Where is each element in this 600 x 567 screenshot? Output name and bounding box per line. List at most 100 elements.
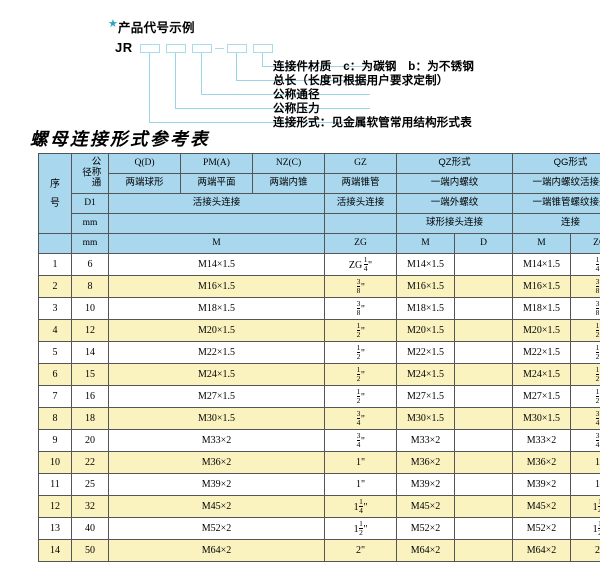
- cell-seq: 2: [38, 275, 72, 298]
- cell-gz-zg: 3 4 ": [324, 407, 397, 430]
- cell-qz-m: M16×1.5: [396, 275, 455, 298]
- cell-seq: 11: [38, 473, 72, 496]
- leader-line-pressure-h: [175, 108, 370, 110]
- header-endtype-qz: 一端内螺纹: [395, 173, 514, 194]
- cell-qg-zg: 114": [570, 495, 600, 518]
- header-group-qg: QG形式: [512, 153, 600, 174]
- cell-qz-m: M45×2: [396, 495, 455, 518]
- cell-qg-zg: 12": [570, 319, 600, 342]
- diagram-heading: 产品代号示例: [118, 21, 195, 35]
- cell-qz-d: [453, 407, 514, 430]
- cell-qg-m: M64×2: [512, 539, 572, 562]
- cell-qg-zg: 38": [570, 275, 600, 298]
- cell-qz-d: [453, 495, 514, 518]
- leader-line-conntype-h: [149, 122, 370, 124]
- cell-gz-zg: 1 2 ": [324, 385, 397, 408]
- cell-gz-zg: 3 8 ": [324, 275, 397, 298]
- cell-qg-m: M45×2: [512, 495, 572, 518]
- header-endtype-nzc: 两端内锥: [252, 173, 325, 194]
- cell-thread-m: M16×1.5: [108, 275, 325, 298]
- page-title: 螺母连接形式参考表: [30, 129, 210, 149]
- header-row-connection2: mm 球形接头连接 连接: [39, 213, 600, 234]
- cell-qz-m: M20×1.5: [396, 319, 455, 342]
- cell-thread-m: M24×1.5: [108, 363, 325, 386]
- diagram-label-bore: 公称通径: [273, 89, 320, 101]
- cell-gz-zg: 1": [324, 451, 397, 474]
- cell-thread-m: M45×2: [108, 495, 325, 518]
- cell-gz-zg: 1 1 4 ": [324, 495, 397, 518]
- cell-qz-m: M30×1.5: [396, 407, 455, 430]
- cell-qg-zg: 1": [570, 451, 600, 474]
- header-group-qz: QZ形式: [395, 153, 514, 174]
- cell-gz-zg: 3 4 ": [324, 429, 397, 452]
- cell-bore: 15: [71, 363, 109, 386]
- header-conn2-gz: [324, 213, 397, 234]
- cell-bore: 22: [71, 451, 109, 474]
- diagram-label-conntype: 连接形式：见金属软管常用结构形式表: [273, 117, 472, 129]
- header-unit-gz-zg: ZG: [324, 233, 397, 254]
- cell-seq: 8: [38, 407, 72, 430]
- header-conn2-qz: 球形接头连接: [395, 213, 514, 234]
- header-seq: 序 号: [38, 153, 72, 234]
- cell-seq: 6: [38, 363, 72, 386]
- cell-seq: 14: [38, 539, 72, 562]
- header-unit-qg-m: M: [512, 233, 572, 254]
- cell-qz-d: [453, 341, 514, 364]
- leader-line-material-v: [262, 53, 264, 67]
- header-conn2-qdpmnz: [108, 213, 325, 234]
- cell-qg-zg: 12": [570, 385, 600, 408]
- cell-qg-m: M52×2: [512, 517, 572, 540]
- cell-seq: 13: [38, 517, 72, 540]
- cell-thread-m: M22×1.5: [108, 341, 325, 364]
- diagram-label-material: 连接件材质 c：为碳钢 b：为不锈钢: [273, 61, 475, 73]
- cell-bore: 50: [71, 539, 109, 562]
- cell-qg-zg: 34": [570, 407, 600, 430]
- cell-qg-m: M27×1.5: [512, 385, 572, 408]
- header-unit-qg-zg: ZG: [570, 233, 600, 254]
- cell-qg-m: M22×1.5: [512, 341, 572, 364]
- code-dash: [215, 48, 224, 50]
- cell-qg-zg: 34": [570, 429, 600, 452]
- cell-qz-d: [453, 539, 514, 562]
- cell-seq: 12: [38, 495, 72, 518]
- cell-qz-m: M14×1.5: [396, 253, 455, 276]
- cell-gz-zg: 1 2 ": [324, 341, 397, 364]
- cell-qz-d: [453, 253, 514, 276]
- cell-seq: 7: [38, 385, 72, 408]
- header-endtype-pma: 两端平面: [180, 173, 253, 194]
- cell-thread-m: M27×1.5: [108, 385, 325, 408]
- cell-bore: 40: [71, 517, 109, 540]
- cell-qz-d: [453, 517, 514, 540]
- code-box-2: [166, 44, 186, 53]
- cell-seq: 5: [38, 341, 72, 364]
- cell-seq: 4: [38, 319, 72, 342]
- cell-qg-m: M30×1.5: [512, 407, 572, 430]
- header-unit-seq-blank: [38, 233, 72, 254]
- cell-bore: 14: [71, 341, 109, 364]
- cell-thread-m: M33×2: [108, 429, 325, 452]
- header-bore-label: 公称通径: [80, 156, 101, 188]
- header-seq-line1: 序: [50, 178, 60, 190]
- cell-bore: 8: [71, 275, 109, 298]
- cell-qz-m: M18×1.5: [396, 297, 455, 320]
- cell-qz-d: [453, 429, 514, 452]
- header-conn-qdpmnz: 活接头连接: [108, 193, 325, 214]
- cell-thread-m: M36×2: [108, 451, 325, 474]
- star-icon: ★: [108, 18, 118, 30]
- cell-qz-d: [453, 275, 514, 298]
- cell-qz-d: [453, 319, 514, 342]
- leader-line-length-v: [236, 53, 238, 81]
- leader-line-conntype-v: [149, 53, 151, 123]
- product-code-diagram: ★ 产品代号示例 JR 连接件材质 c：为碳钢 b：为不锈钢 总长（长度可根据用…: [0, 0, 600, 130]
- leader-line-material-h: [262, 66, 370, 68]
- header-row-end-type: 两端球形 两端平面 两端内锥 两端锥管 一端内螺纹 一端内螺纹活接头: [39, 173, 600, 194]
- cell-qg-m: M33×2: [512, 429, 572, 452]
- cell-gz-zg: 1 2 ": [324, 319, 397, 342]
